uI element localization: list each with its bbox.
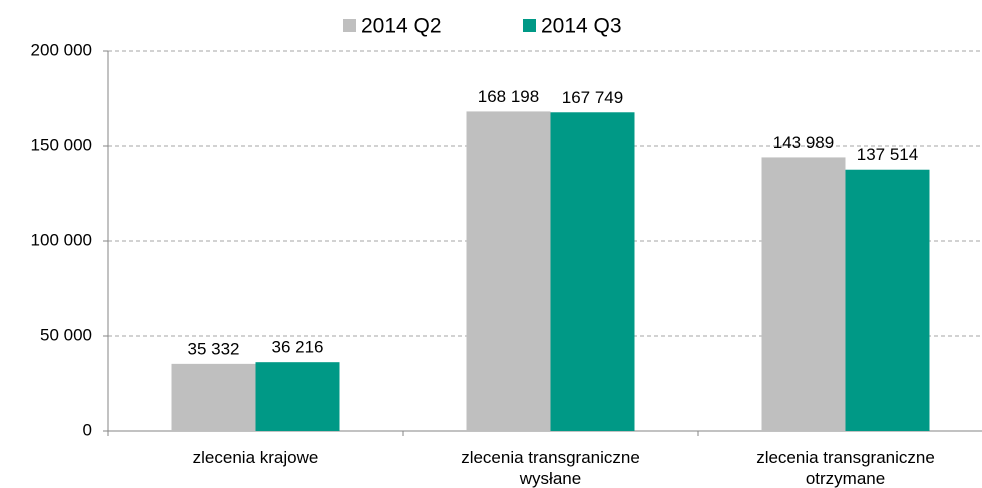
y-tick-label: 150 000 — [31, 135, 92, 154]
value-label: 143 989 — [773, 133, 834, 152]
legend-label: 2014 Q3 — [541, 15, 622, 38]
x-tick-label: zlecenia transgraniczne otrzymane — [756, 448, 935, 488]
value-label: 36 216 — [272, 338, 324, 357]
legend-swatch — [523, 19, 536, 32]
legend-swatch — [343, 19, 356, 32]
value-label: 137 514 — [857, 145, 918, 164]
y-tick-label: 200 000 — [31, 40, 92, 59]
value-label: 35 332 — [188, 339, 240, 358]
value-label: 167 749 — [562, 88, 623, 107]
bar — [761, 157, 846, 431]
bar — [171, 363, 256, 431]
bar — [466, 111, 551, 431]
bar — [845, 169, 930, 432]
x-tick-label: zlecenia transgraniczne wysłane — [461, 448, 640, 488]
y-tick-label: 50 000 — [40, 325, 92, 344]
bar — [255, 362, 340, 431]
value-label: 168 198 — [478, 87, 539, 106]
x-tick-label: zlecenia krajowe — [192, 448, 319, 467]
legend-label: 2014 Q2 — [361, 15, 442, 38]
y-tick-label: 0 — [83, 420, 92, 439]
bar — [550, 112, 635, 431]
y-tick-label: 100 000 — [31, 230, 92, 249]
